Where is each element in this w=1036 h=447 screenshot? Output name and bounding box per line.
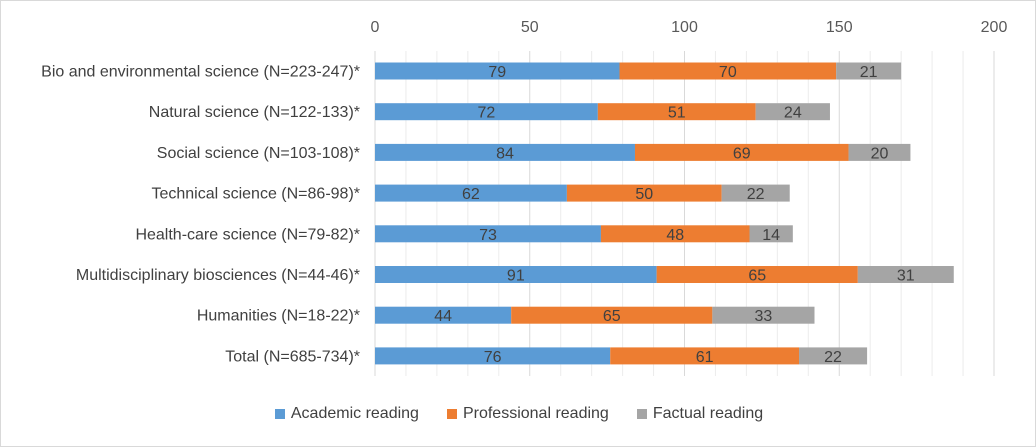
data-label: 72: [478, 105, 496, 122]
bar-segment: [375, 266, 657, 283]
data-label: 22: [747, 186, 765, 203]
data-label: 79: [488, 64, 506, 81]
data-label: 61: [696, 349, 714, 366]
category-label: Health-care science (N=79-82)*: [135, 226, 360, 243]
category-label: Multidisciplinary biosciences (N=44-46)*: [76, 267, 360, 284]
data-label: 22: [824, 349, 842, 366]
bar-segment: [721, 184, 790, 202]
legend-label: Professional reading: [462, 405, 609, 422]
bar-segment: [375, 62, 620, 80]
data-label: 51: [668, 105, 686, 122]
data-label: 91: [507, 268, 525, 285]
bar-segment: [597, 103, 756, 121]
stacked-bar-chart: 0 50 100 150 200 Bio and environmental scienc…: [41, 19, 1008, 376]
x-tick-label: 150: [826, 19, 853, 36]
data-label: 48: [666, 227, 684, 244]
data-label: 76: [484, 349, 502, 366]
data-label: 70: [719, 64, 737, 81]
bar-segment: [799, 347, 868, 365]
legend-item: Academic reading: [274, 405, 419, 423]
category-label: Humanities (N=18-22)*: [197, 308, 360, 325]
data-label: 50: [635, 186, 653, 203]
x-tick-label: 50: [521, 19, 539, 36]
category-label: Technical science (N=86-98)*: [151, 186, 360, 203]
bar-segment: [656, 266, 858, 283]
data-label: 24: [784, 105, 802, 122]
legend-swatch: [446, 409, 457, 419]
bar-segment: [619, 62, 837, 80]
legend-label: Factual reading: [652, 405, 764, 422]
data-label: 84: [496, 145, 514, 162]
category-label: Bio and environmental science (N=223-247…: [41, 64, 360, 81]
legend-item: Factual reading: [636, 405, 764, 423]
data-label: 44: [434, 308, 452, 325]
category-label: Natural science (N=122-133)*: [149, 104, 360, 121]
data-label: 20: [871, 145, 889, 162]
data-label: 65: [603, 308, 621, 325]
x-tick-label: 100: [671, 19, 698, 36]
data-label: 33: [755, 308, 773, 325]
legend-label: Academic reading: [290, 405, 419, 422]
bar-segment: [375, 347, 611, 365]
bar-segment: [375, 225, 601, 243]
x-tick-label: 200: [981, 19, 1008, 36]
legend: Academic reading Professional reading Fact…: [1, 405, 1036, 423]
bar-segment: [749, 225, 793, 243]
legend-item: Professional reading: [446, 405, 609, 423]
bar-segment: [375, 184, 567, 202]
data-label: 69: [733, 145, 751, 162]
bar-segment: [712, 306, 815, 324]
category-label: Total (N=685-734)*: [225, 348, 360, 365]
bar-segment: [375, 306, 512, 324]
bar-segment: [511, 306, 713, 324]
bar-segment: [836, 62, 902, 80]
bar-segment: [857, 266, 954, 283]
bar-segment: [634, 143, 849, 161]
bar-segment: [755, 103, 830, 121]
category-label: Social science (N=103-108)*: [157, 145, 360, 162]
data-label: 62: [462, 186, 480, 203]
bar-segment: [375, 103, 598, 121]
legend-swatch: [636, 409, 647, 419]
data-label: 73: [479, 227, 497, 244]
bar-segment: [610, 347, 800, 365]
bar-segment: [600, 225, 750, 243]
bar-segment: [375, 143, 635, 161]
bar-segment: [848, 143, 911, 161]
legend-swatch: [274, 409, 285, 419]
bar-segment: [566, 184, 722, 202]
data-label: 21: [860, 64, 878, 81]
x-tick-label: 0: [371, 19, 380, 36]
data-label: 31: [897, 268, 915, 285]
data-label: 14: [762, 227, 780, 244]
data-label: 65: [748, 268, 766, 285]
